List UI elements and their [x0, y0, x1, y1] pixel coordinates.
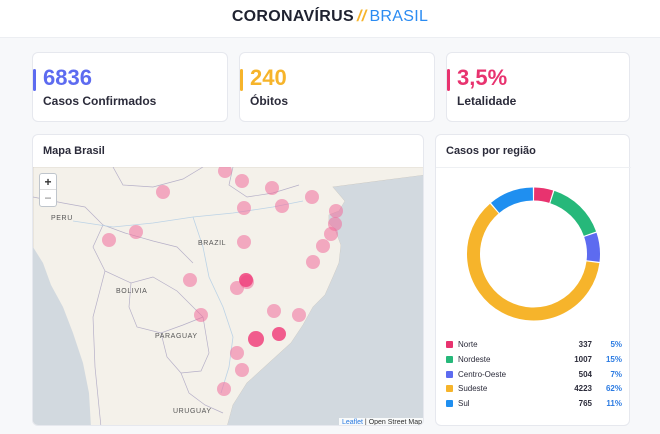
- regions-title: Casos por região: [446, 145, 536, 157]
- case-marker[interactable]: [275, 199, 289, 213]
- case-marker[interactable]: [194, 308, 208, 322]
- donut-slice-norte[interactable]: [533, 187, 554, 203]
- map-card: Mapa Brasil: [32, 134, 424, 426]
- legend-region-name: Nordeste: [458, 354, 491, 364]
- confirmed-cases-label: Casos Confirmados: [43, 94, 157, 108]
- case-marker[interactable]: [102, 233, 116, 247]
- case-marker[interactable]: [129, 225, 143, 239]
- label-peru: PERU: [51, 215, 73, 222]
- case-marker-large[interactable]: [272, 327, 286, 341]
- legend-region-count: 504: [578, 369, 592, 379]
- stat-card-confirmed: 6836 Casos Confirmados: [32, 52, 228, 122]
- donut-slice-sul[interactable]: [491, 187, 534, 214]
- legend-region-count: 4223: [574, 384, 592, 394]
- title-coronavirus: CORONAVÍRUS: [231, 8, 354, 25]
- zoom-control: + −: [39, 173, 57, 207]
- case-marker[interactable]: [235, 174, 249, 188]
- zoom-out-button[interactable]: −: [44, 191, 52, 205]
- legend-swatch: [446, 385, 453, 393]
- donut-slice-centro-oeste[interactable]: [584, 232, 600, 262]
- legend-item-norte[interactable]: Norte 337 5%: [446, 338, 622, 353]
- case-marker[interactable]: [237, 201, 251, 215]
- stat-card-lethality: 3,5% Letalidade: [446, 52, 630, 122]
- legend-region-percent: 62%: [605, 384, 622, 394]
- regions-legend: Norte 337 5% Nordeste 1007 15% Centro-Oeste 504…: [446, 338, 622, 412]
- stat-card-deaths: 240 Óbitos: [239, 52, 435, 122]
- case-marker[interactable]: [235, 363, 249, 377]
- legend-region-percent: 5%: [610, 340, 622, 349]
- label-brazil: BRAZIL: [198, 240, 227, 247]
- map-view[interactable]: PERU BRAZIL BOLIVIA PARAGUAY URUGUAY: [33, 167, 423, 426]
- stat-accent-bar: [33, 69, 36, 91]
- legend-item-sudeste[interactable]: Sudeste 4223 62%: [446, 382, 622, 397]
- case-marker[interactable]: [306, 255, 320, 269]
- legend-item-centro-oeste[interactable]: Centro-Oeste 504 7%: [446, 368, 622, 383]
- regions-donut-chart: [467, 187, 600, 321]
- app-header: CORONAVÍRUS//BRASIL: [0, 0, 660, 38]
- legend-region-name: Centro-Oeste: [458, 369, 507, 379]
- case-marker[interactable]: [218, 167, 232, 178]
- ocean-pacific: [33, 247, 91, 425]
- osm-attribution: Open Street Map: [368, 419, 422, 426]
- case-marker[interactable]: [324, 227, 338, 241]
- legend-region-count: 337: [578, 340, 592, 349]
- legend-swatch: [446, 400, 453, 408]
- leaflet-link[interactable]: Leaflet: [341, 419, 363, 426]
- donut-slice-nordeste[interactable]: [550, 190, 597, 237]
- case-marker[interactable]: [267, 304, 281, 318]
- lethality-label: Letalidade: [457, 94, 517, 108]
- donut-slice-sudeste[interactable]: [467, 203, 600, 321]
- attribution-separator: |: [362, 419, 369, 426]
- legend-region-count: 765: [578, 399, 592, 409]
- legend-region-count: 1007: [574, 354, 592, 364]
- markers-layer: [102, 167, 343, 396]
- case-marker-large[interactable]: [239, 273, 253, 287]
- case-marker[interactable]: [230, 281, 244, 295]
- case-marker[interactable]: [265, 181, 279, 195]
- legend-region-name: Sul: [458, 399, 470, 409]
- lethality-value: 3,5%: [457, 65, 508, 90]
- label-paraguay: PARAGUAY: [155, 333, 198, 340]
- case-marker[interactable]: [316, 239, 330, 253]
- confirmed-cases-value: 6836: [43, 65, 92, 90]
- legend-region-name: Sudeste: [458, 384, 488, 394]
- legend-swatch: [446, 355, 453, 363]
- legend-item-nordeste[interactable]: Nordeste 1007 15%: [446, 353, 622, 368]
- map-attribution: Leaflet | Open Street Map: [338, 418, 423, 426]
- case-marker[interactable]: [329, 204, 343, 218]
- page-title: CORONAVÍRUS//BRASIL: [232, 8, 428, 26]
- zoom-in-button[interactable]: +: [40, 174, 56, 190]
- case-marker[interactable]: [237, 235, 251, 249]
- legend-swatch: [446, 370, 453, 378]
- case-marker[interactable]: [230, 346, 244, 360]
- card-divider: [436, 167, 631, 168]
- country-borders: [33, 167, 300, 425]
- case-marker[interactable]: [156, 185, 170, 199]
- legend-swatch: [446, 341, 453, 348]
- case-marker-large[interactable]: [248, 331, 264, 347]
- stat-accent-bar: [447, 69, 450, 91]
- case-marker[interactable]: [305, 190, 319, 204]
- label-uruguay: URUGUAY: [173, 408, 212, 415]
- label-bolivia: BOLIVIA: [116, 288, 148, 295]
- legend-item-sul[interactable]: Sul 765 11%: [446, 397, 622, 412]
- regions-card: Casos por região Norte 337 5% Nordeste 1007 1…: [435, 134, 631, 426]
- title-brasil: BRASIL: [369, 8, 429, 25]
- case-marker[interactable]: [183, 273, 197, 287]
- title-separator: //: [356, 8, 367, 25]
- case-marker[interactable]: [217, 382, 231, 396]
- deaths-label: Óbitos: [250, 94, 288, 108]
- legend-region-percent: 7%: [610, 369, 622, 379]
- legend-region-percent: 11%: [606, 399, 622, 409]
- ocean-atlantic: [227, 175, 423, 425]
- stat-accent-bar: [240, 69, 243, 91]
- legend-region-percent: 15%: [605, 354, 622, 364]
- case-marker[interactable]: [292, 308, 306, 322]
- map-title: Mapa Brasil: [43, 145, 105, 157]
- deaths-value: 240: [250, 65, 287, 90]
- legend-region-name: Norte: [458, 340, 478, 349]
